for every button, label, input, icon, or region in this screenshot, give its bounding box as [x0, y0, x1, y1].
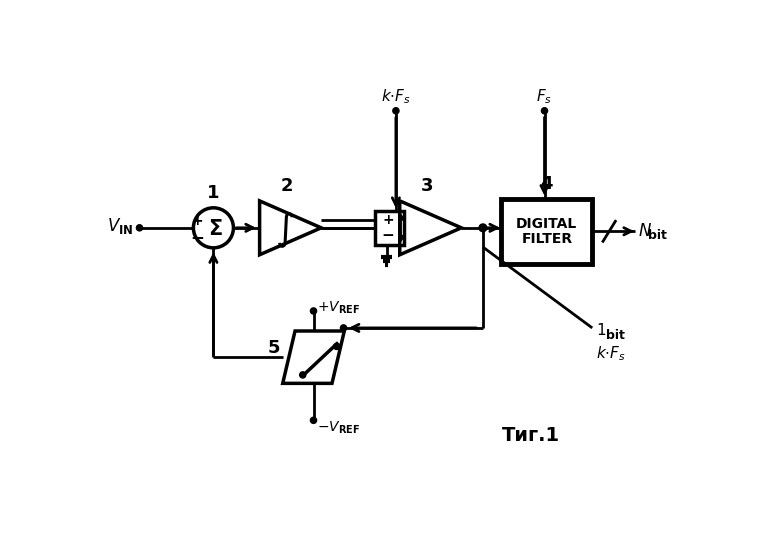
Circle shape [541, 107, 548, 114]
Text: Τиг.1: Τиг.1 [502, 426, 560, 445]
Text: +: + [191, 214, 203, 228]
Circle shape [310, 417, 317, 423]
Text: 3: 3 [421, 177, 434, 196]
Text: $k{\cdot}F_s$: $k{\cdot}F_s$ [381, 88, 411, 106]
Text: $\bf\Sigma$: $\bf\Sigma$ [207, 219, 222, 239]
Text: DIGITAL: DIGITAL [516, 217, 577, 230]
Text: $F_s$: $F_s$ [537, 88, 552, 106]
Text: $V_{\bf IN}$: $V_{\bf IN}$ [107, 217, 133, 236]
Text: $-V_{\bf REF}$: $-V_{\bf REF}$ [317, 420, 360, 436]
Circle shape [310, 308, 317, 314]
Text: $k{\cdot}F_s$: $k{\cdot}F_s$ [596, 344, 626, 363]
Circle shape [136, 225, 143, 231]
Text: 4: 4 [541, 175, 553, 193]
Text: 5: 5 [268, 339, 280, 357]
Circle shape [334, 343, 340, 349]
Text: $\int$: $\int$ [275, 210, 294, 250]
Text: +: + [382, 213, 394, 228]
Circle shape [340, 325, 346, 331]
Text: −: − [190, 228, 204, 246]
Text: −: − [382, 228, 395, 243]
Text: $+V_{\bf REF}$: $+V_{\bf REF}$ [317, 300, 360, 316]
Circle shape [393, 107, 399, 114]
Text: FILTER: FILTER [521, 232, 573, 246]
Bar [502, 198, 592, 264]
Text: $1$: $1$ [596, 322, 606, 338]
Circle shape [479, 224, 487, 231]
Text: 2: 2 [281, 177, 293, 196]
Text: bit: bit [648, 229, 668, 242]
Text: 1: 1 [207, 185, 220, 202]
Text: $N$: $N$ [639, 222, 652, 240]
Text: bit: bit [606, 329, 625, 342]
Circle shape [300, 372, 306, 378]
Bar [375, 211, 404, 245]
